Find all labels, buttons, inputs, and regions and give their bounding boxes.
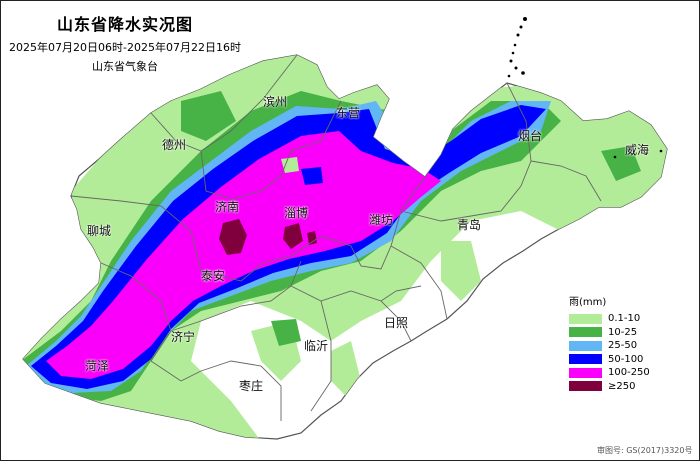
city-label-dezhou: 德州: [162, 138, 187, 152]
legend-label: 100-250: [608, 367, 650, 379]
legend-item: ≥250: [569, 380, 650, 394]
legend-item: 100-250: [569, 366, 650, 380]
city-label-zibo: 淄博: [284, 206, 309, 220]
legend-swatch: [569, 327, 602, 338]
city-label-rizhao: 日照: [384, 316, 409, 330]
islands: [507, 17, 663, 159]
legend-label: 50-100: [608, 353, 644, 365]
rainfall-layer: [23, 55, 667, 439]
legend: 雨(mm) 0.1-10 10-25 25-50 50-100 100-250 ≥250: [569, 293, 650, 393]
legend-title: 雨(mm): [569, 297, 607, 308]
city-boundaries: [70, 54, 602, 421]
approval-number: 审图号: GS(2017)3320号: [597, 446, 693, 455]
city-label-jinan: 济南: [215, 200, 240, 214]
legend-item: 10-25: [569, 326, 650, 340]
legend-swatch: [569, 313, 602, 324]
title-block: 山东省降水实况图 2025年07月20日06时-2025年07月22日16时 山…: [1, 11, 249, 74]
city-label-weifang: 潍坊: [369, 213, 394, 227]
legend-swatch: [569, 381, 602, 392]
city-label-dongying: 东营: [336, 106, 361, 120]
city-label-taian: 泰安: [201, 269, 226, 283]
city-label-weihai: 威海: [625, 143, 650, 157]
legend-item: 50-100: [569, 353, 650, 367]
legend-item: 25-50: [569, 339, 650, 353]
legend-swatch: [569, 367, 602, 378]
city-label-liaocheng: 聊城: [87, 224, 112, 238]
legend-label: 0.1-10: [608, 313, 641, 325]
legend-items: 0.1-10 10-25 25-50 50-100 100-250 ≥250: [569, 312, 650, 393]
legend-label: 25-50: [608, 340, 638, 352]
legend-swatch: [569, 340, 602, 351]
city-label-yantai: 烟台: [518, 129, 543, 143]
city-label-heze: 菏泽: [85, 359, 110, 373]
city-label-qingdao: 青岛: [457, 218, 482, 232]
city-label-zaozhuang: 枣庄: [239, 379, 264, 393]
legend-label: ≥250: [608, 380, 636, 392]
time-range: 2025年07月20日06时-2025年07月22日16时: [9, 41, 241, 54]
organization: 山东省气象台: [92, 60, 158, 73]
city-label-linyi: 临沂: [304, 339, 329, 353]
legend-item: 0.1-10: [569, 312, 650, 326]
legend-swatch: [569, 354, 602, 365]
city-label-jining: 济宁: [171, 330, 196, 344]
legend-label: 10-25: [608, 326, 638, 338]
city-label-binzhou: 滨州: [263, 95, 288, 109]
map-title: 山东省降水实况图: [56, 15, 193, 34]
